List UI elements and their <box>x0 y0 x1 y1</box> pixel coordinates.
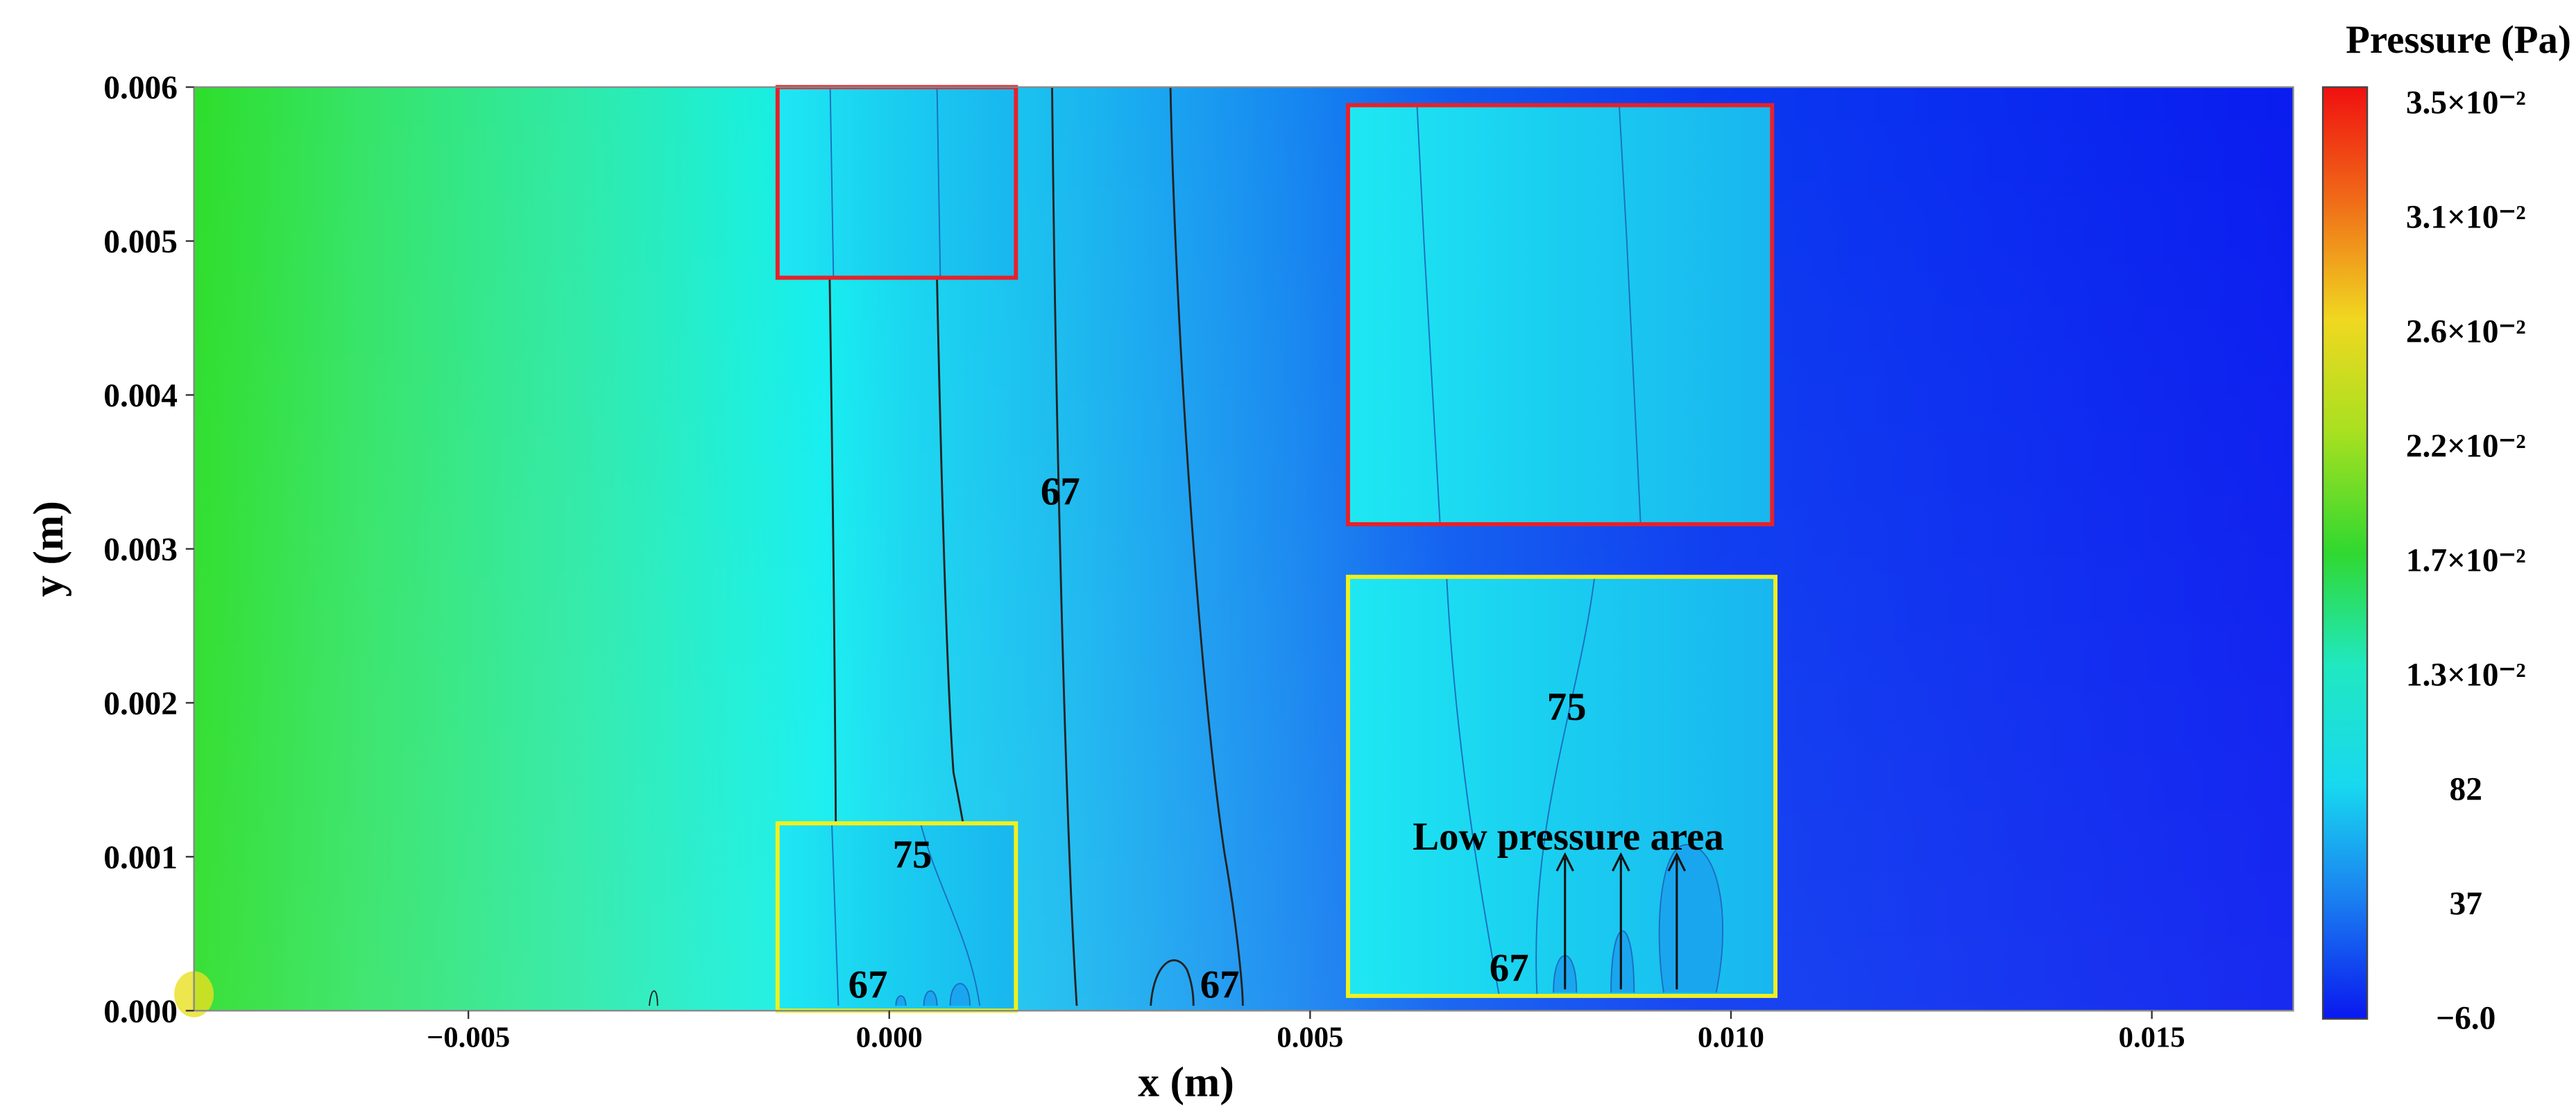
x-tick-label: −0.005 <box>427 1021 510 1054</box>
x-tick-label: 0.015 <box>2119 1021 2185 1054</box>
y-tick-label: 0.000 <box>103 994 178 1030</box>
contour-label: 67 <box>1041 470 1080 513</box>
y-tick-label: 0.005 <box>103 224 178 260</box>
annotation: Low pressure area <box>1413 815 1724 859</box>
plot-frame <box>193 86 2294 1012</box>
inset-yellow-right <box>1346 574 1778 998</box>
inset-red-top-left <box>775 85 1018 280</box>
colorbar-tick-label: 2.2×10⁻² <box>2406 428 2526 464</box>
contour-label: 75 <box>893 833 932 877</box>
inset-red-right <box>1346 103 1775 526</box>
colorbar-tick-label: 3.5×10⁻² <box>2406 85 2526 121</box>
y-tick-label: 0.001 <box>103 840 178 876</box>
colorbar-tick-label: 3.1×10⁻² <box>2406 199 2526 235</box>
x-tick-label: 0.010 <box>1698 1021 1764 1054</box>
contour-label: 67 <box>1490 947 1529 990</box>
arrows <box>1555 852 1687 990</box>
y-tick-label: 0.002 <box>103 686 178 722</box>
x-tick-label: 0.000 <box>856 1021 923 1054</box>
colorbar <box>2321 86 2369 1020</box>
y-tick-label: 0.006 <box>103 70 178 106</box>
colorbar-tick-label: −6.0 <box>2436 1000 2496 1036</box>
colorbar-tick-label: 82 <box>2450 771 2482 807</box>
colorbar-tick-label: 2.6×10⁻² <box>2406 313 2526 350</box>
contour-label: 67 <box>848 963 888 1006</box>
colorbar-tick-label: 1.7×10⁻² <box>2406 542 2526 578</box>
colorbar-tick-label: 1.3×10⁻² <box>2406 657 2526 693</box>
x-tick-label: 0.005 <box>1277 1021 1343 1054</box>
colorbar-tick-label: 37 <box>2450 886 2482 922</box>
plot-field <box>174 87 2294 1017</box>
y-axis-label: y (m) <box>25 501 72 597</box>
y-tick-label: 0.004 <box>103 378 178 414</box>
x-axis-label: x (m) <box>1138 1058 1234 1106</box>
y-tick-label: 0.003 <box>103 532 178 568</box>
colorbar-label: Pressure (Pa) <box>2346 18 2571 62</box>
contour-label: 67 <box>1200 963 1240 1006</box>
contour-label: 75 <box>1547 685 1587 729</box>
